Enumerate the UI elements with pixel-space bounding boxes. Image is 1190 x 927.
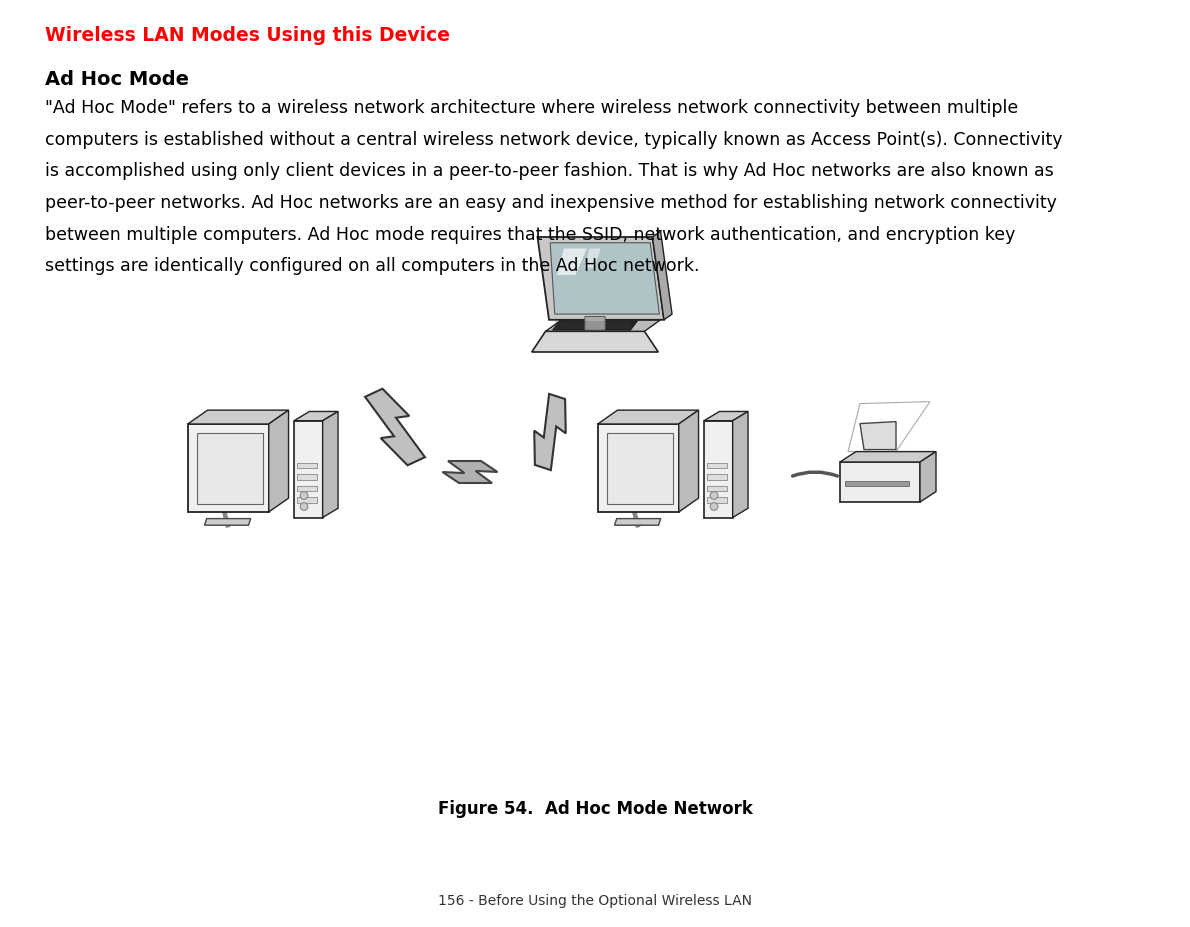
Text: peer-to-peer networks. Ad Hoc networks are an easy and inexpensive method for es: peer-to-peer networks. Ad Hoc networks a… xyxy=(45,194,1057,211)
Polygon shape xyxy=(557,249,587,275)
Polygon shape xyxy=(614,519,660,526)
Bar xyxy=(298,487,318,492)
Polygon shape xyxy=(196,433,263,505)
Polygon shape xyxy=(545,321,660,332)
Polygon shape xyxy=(597,411,699,425)
Polygon shape xyxy=(584,249,601,269)
Text: settings are identically configured on all computers in the Ad Hoc network.: settings are identically configured on a… xyxy=(45,257,700,274)
Text: Ad Hoc Mode: Ad Hoc Mode xyxy=(45,70,189,88)
Bar xyxy=(298,464,318,469)
Polygon shape xyxy=(205,519,251,526)
Text: "Ad Hoc Mode" refers to a wireless network architecture where wireless network c: "Ad Hoc Mode" refers to a wireless netwo… xyxy=(45,99,1019,117)
Polygon shape xyxy=(534,395,565,471)
Circle shape xyxy=(300,503,308,511)
Polygon shape xyxy=(597,425,678,513)
Polygon shape xyxy=(365,389,425,465)
Circle shape xyxy=(300,492,308,500)
Polygon shape xyxy=(840,463,920,502)
Polygon shape xyxy=(269,411,288,513)
Polygon shape xyxy=(704,412,749,421)
Polygon shape xyxy=(294,412,338,421)
Polygon shape xyxy=(848,402,931,452)
Text: between multiple computers. Ad Hoc mode requires that the SSID, network authenti: between multiple computers. Ad Hoc mode … xyxy=(45,225,1015,243)
FancyBboxPatch shape xyxy=(584,317,606,331)
Polygon shape xyxy=(920,452,937,502)
Polygon shape xyxy=(607,433,674,505)
Text: Wireless LAN Modes Using this Device: Wireless LAN Modes Using this Device xyxy=(45,26,450,44)
Polygon shape xyxy=(552,322,638,331)
Bar xyxy=(707,498,727,503)
Polygon shape xyxy=(188,425,269,513)
Polygon shape xyxy=(443,462,497,484)
Bar xyxy=(298,475,318,480)
Bar xyxy=(298,498,318,503)
Polygon shape xyxy=(322,412,338,518)
Polygon shape xyxy=(532,332,658,352)
Text: Figure 54.  Ad Hoc Mode Network: Figure 54. Ad Hoc Mode Network xyxy=(438,799,752,817)
Polygon shape xyxy=(188,411,288,425)
Bar xyxy=(845,481,909,487)
Text: is accomplished using only client devices in a peer-to-peer fashion. That is why: is accomplished using only client device… xyxy=(45,162,1054,180)
Bar xyxy=(707,475,727,480)
Text: computers is established without a central wireless network device, typically kn: computers is established without a centr… xyxy=(45,131,1063,148)
Polygon shape xyxy=(704,421,733,518)
Text: 156 - Before Using the Optional Wireless LAN: 156 - Before Using the Optional Wireless… xyxy=(438,893,752,907)
Polygon shape xyxy=(294,421,322,518)
Bar xyxy=(707,487,727,492)
Circle shape xyxy=(710,492,718,500)
Polygon shape xyxy=(860,422,896,451)
Polygon shape xyxy=(733,412,749,518)
Polygon shape xyxy=(538,237,664,321)
Polygon shape xyxy=(840,452,937,463)
Polygon shape xyxy=(550,244,659,314)
Polygon shape xyxy=(678,411,699,513)
Polygon shape xyxy=(652,232,672,321)
Circle shape xyxy=(710,503,718,511)
Bar xyxy=(707,464,727,469)
